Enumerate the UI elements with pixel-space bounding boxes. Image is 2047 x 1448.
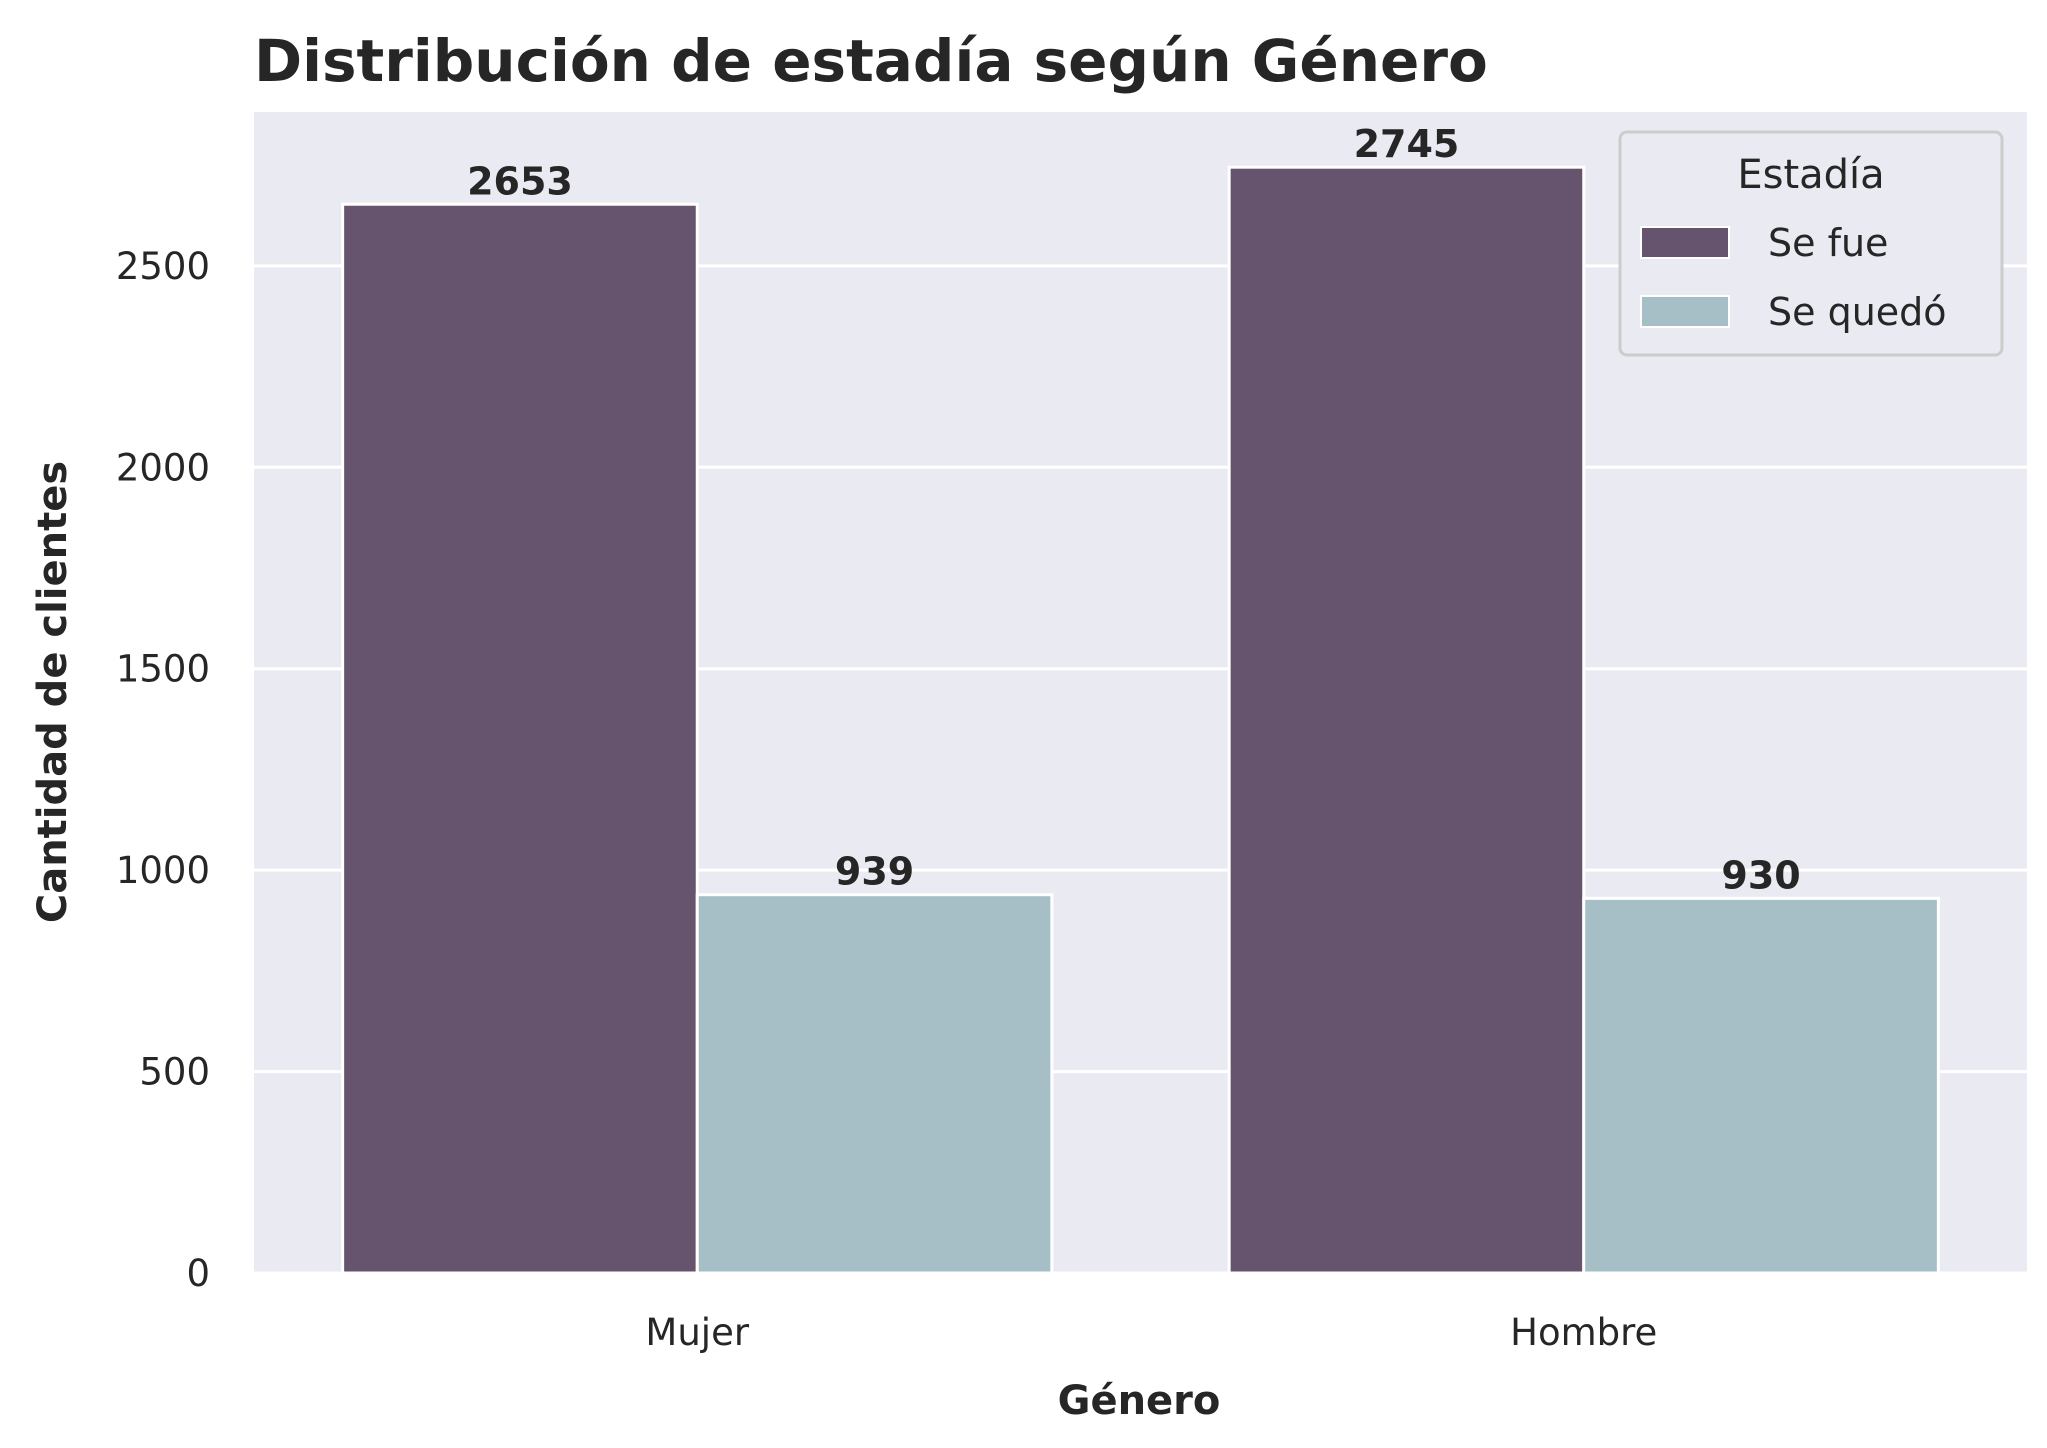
bar [341,202,699,1275]
chart-title: Distribución de estadía según Género [254,27,1488,95]
legend-title: Estadía [1737,152,1884,198]
x-tick-label: Hombre [1510,1311,1657,1354]
y-tick-label: 0 [186,1252,210,1295]
y-axis-label: Cantidad de clientes [30,461,76,923]
y-tick-label: 1000 [116,849,210,892]
legend: Estadía Se fue Se quedó [1618,130,2004,357]
y-tick-label: 2000 [116,446,210,489]
legend-label-se-quedo: Se quedó [1768,290,1947,334]
x-tick-label: Mujer [645,1311,749,1354]
x-axis-label: Género [1058,1378,1221,1424]
bar-value-label: 2745 [1354,122,1460,166]
legend-swatch-se-quedo [1640,295,1730,328]
legend-swatch-se-fue [1640,226,1730,259]
y-tick-labels: 0 500 1000 1500 2000 2500 [116,245,210,1295]
bar [695,893,1054,1275]
bar [1227,165,1586,1275]
bar-value-label: 2653 [467,159,573,203]
bar-value-label: 930 [1721,853,1800,897]
y-tick-label: 500 [139,1051,210,1094]
bar-value-labels: 2653 939 2745 930 [467,122,1801,897]
bar-value-label: 939 [835,850,914,894]
y-tick-label: 2500 [116,245,210,288]
bars [341,165,1940,1275]
legend-label-se-fue: Se fue [1768,221,1888,265]
x-tick-labels: Mujer Hombre [645,1311,1657,1354]
bar [1582,896,1940,1275]
y-tick-label: 1500 [116,648,210,691]
